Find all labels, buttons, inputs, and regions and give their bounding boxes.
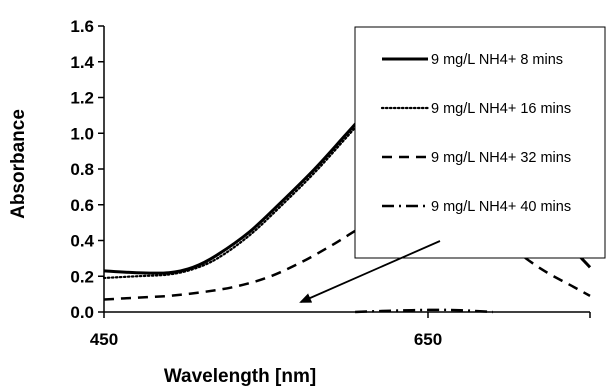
legend-label-3: 9 mg/L NH4+ 32 mins bbox=[431, 150, 571, 166]
legend: 9 mg/L NH4+ 8 mins 9 mg/L NH4+ 16 mins 9 m… bbox=[354, 26, 606, 259]
x-axis-label: Wavelength [nm] bbox=[164, 366, 316, 387]
y-tick-label: 1.0 bbox=[70, 124, 94, 143]
legend-label-1: 9 mg/L NH4+ 8 mins bbox=[431, 52, 563, 68]
annotation-arrow-line bbox=[299, 240, 441, 303]
y-tick-label: 1.4 bbox=[70, 53, 94, 72]
legend-label-4: 9 mg/L NH4+ 40 mins bbox=[431, 199, 571, 215]
legend-label-2: 9 mg/L NH4+ 16 mins bbox=[431, 101, 571, 117]
y-tick-label: 0.6 bbox=[70, 196, 94, 215]
x-tick-label: 450 bbox=[90, 330, 118, 349]
legend-box bbox=[354, 26, 606, 259]
y-tick-label: 1.2 bbox=[70, 89, 94, 108]
y-tick-label: 0.2 bbox=[70, 267, 94, 286]
y-tick-label: 1.6 bbox=[70, 17, 94, 36]
y-tick-label: 0.4 bbox=[70, 232, 94, 251]
y-axis-label: Absorbance bbox=[8, 109, 29, 219]
axes-layer: 0.0 0.2 0.4 0.6 0.8 1.0 1.2 1.4 1.6 450 650 bbox=[70, 17, 591, 349]
annotation-arrow bbox=[299, 240, 441, 303]
y-tick-label: 0.0 bbox=[70, 303, 94, 322]
y-tick-label: 0.8 bbox=[70, 160, 94, 179]
x-tick-label: 650 bbox=[414, 330, 442, 349]
